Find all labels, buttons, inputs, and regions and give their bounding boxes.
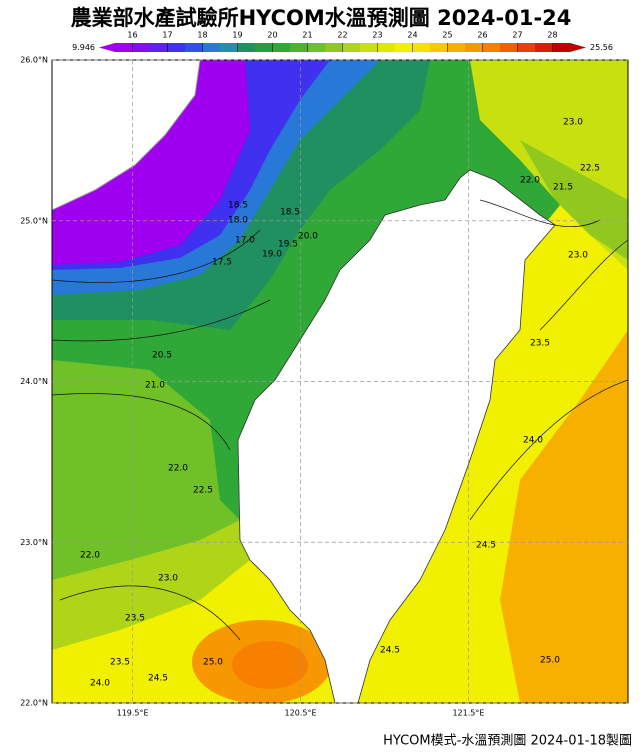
colorbar-segment	[132, 43, 151, 52]
colorbar-segment	[150, 43, 168, 52]
contour-label: 20.5	[152, 351, 172, 361]
colorbar-segment	[307, 43, 326, 52]
colorbar-tick-label: 19	[232, 31, 242, 40]
contour-label: 18.5	[280, 208, 300, 218]
colorbar-segment	[325, 43, 343, 52]
colorbar-segment	[482, 43, 501, 52]
contour-label: 22.0	[168, 464, 188, 474]
colorbar-tick-label: 16	[127, 31, 137, 40]
colorbar-tick-label: 28	[547, 31, 557, 40]
colorbar-segment	[552, 43, 571, 52]
colorbar-segment	[255, 43, 273, 52]
colorbar-segment	[360, 43, 378, 52]
contour-label: 21.0	[145, 381, 165, 391]
colorbar-tick-label: 21	[302, 31, 312, 40]
contour-label: 17.5	[212, 258, 232, 268]
contour-label: 23.5	[530, 339, 550, 349]
colorbar-tick-label: 23	[372, 31, 382, 40]
field-warm-core	[232, 641, 308, 689]
field-lightgreen	[520, 140, 628, 260]
contour-label: 22.0	[520, 176, 540, 186]
temperature-field	[52, 60, 628, 703]
contour-label: 22.5	[193, 486, 213, 496]
title: 農業部水產試驗所HYCOM水溫預測圖 2024-01-24	[71, 6, 572, 30]
lat-tick-label: 24.0°N	[20, 377, 48, 386]
colorbar-segment	[465, 43, 483, 52]
colorbar-arrow-max	[570, 43, 586, 52]
colorbar-tick-label: 25	[442, 31, 452, 40]
contour-label: 19.0	[262, 250, 282, 260]
colorbar-segment	[377, 43, 396, 52]
colorbar: 9.946 25.56 16 17 18 19 20 21 22 23 24 25 26 27 28	[72, 31, 613, 52]
colorbar-segment	[237, 43, 256, 52]
colorbar-segment	[272, 43, 291, 52]
field-orange	[500, 330, 628, 703]
contour-label: 25.0	[540, 656, 560, 666]
colorbar-segment	[342, 43, 361, 52]
lon-tick-label: 119.5°E	[117, 709, 149, 718]
colorbar-segment	[115, 43, 133, 52]
contour-label: 21.5	[553, 183, 573, 193]
colorbar-segment	[517, 43, 536, 52]
colorbar-segment	[412, 43, 431, 52]
contour-label: 23.5	[110, 658, 130, 668]
colorbar-arrow-min	[99, 43, 115, 52]
mainland-china	[52, 60, 201, 211]
colorbar-tick-label: 18	[197, 31, 207, 40]
contour-label: 24.0	[523, 436, 543, 446]
contour-label: 17.0	[235, 236, 255, 246]
contour-label: 23.0	[568, 251, 588, 261]
colorbar-segment	[220, 43, 238, 52]
lat-tick-label: 23.0°N	[20, 538, 48, 547]
lon-tick-label: 120.5°E	[285, 709, 317, 718]
colorbar-tick-label: 26	[477, 31, 487, 40]
contour-label: 24.5	[476, 541, 496, 551]
contour-label: 23.5	[125, 614, 145, 624]
contour-label: 23.0	[158, 574, 178, 584]
colorbar-segment	[185, 43, 203, 52]
colorbar-tick-label: 20	[267, 31, 277, 40]
contour-line	[52, 199, 628, 641]
colorbar-segment	[202, 43, 221, 52]
colorbar-tick-label: 22	[337, 31, 347, 40]
colorbar-segment	[500, 43, 518, 52]
contour-label: 20.0	[298, 232, 318, 242]
lat-tick-label: 26.0°N	[20, 56, 48, 65]
colorbar-min-label: 9.946	[72, 43, 95, 52]
contour-label: 22.0	[80, 551, 100, 561]
lon-tick-label: 121.5°E	[452, 709, 484, 718]
contour-label: 22.5	[580, 164, 600, 174]
contour-label: 18.5	[228, 201, 248, 211]
colorbar-segment	[290, 43, 308, 52]
contour-label: 24.5	[380, 646, 400, 656]
contour-label: 24.5	[148, 674, 168, 684]
colorbar-segment	[535, 43, 553, 52]
colorbar-tick-label: 24	[407, 31, 417, 40]
contour-label: 25.0	[203, 658, 223, 668]
colorbar-segment	[447, 43, 466, 52]
colorbar-segment	[430, 43, 448, 52]
map: 26.0°N 25.0°N 24.0°N 23.0°N 22.0°N 119.5°E 120…	[20, 56, 629, 718]
colorbar-max-label: 25.56	[590, 43, 613, 52]
colorbar-segment	[167, 43, 186, 52]
lat-tick-label: 22.0°N	[20, 699, 48, 708]
contour-label: 23.0	[563, 118, 583, 128]
taiwan	[237, 169, 556, 703]
contour-label: 19.5	[278, 240, 298, 250]
contour-label: 24.0	[90, 679, 110, 689]
colorbar-tick-label: 27	[512, 31, 522, 40]
colorbar-segment	[395, 43, 413, 52]
lat-tick-label: 25.0°N	[20, 216, 48, 225]
contour-label: 18.0	[228, 216, 248, 226]
colorbar-tick-label: 17	[162, 31, 172, 40]
footer: HYCOM模式-水溫預測圖 2024-01-18製圖	[383, 734, 632, 749]
